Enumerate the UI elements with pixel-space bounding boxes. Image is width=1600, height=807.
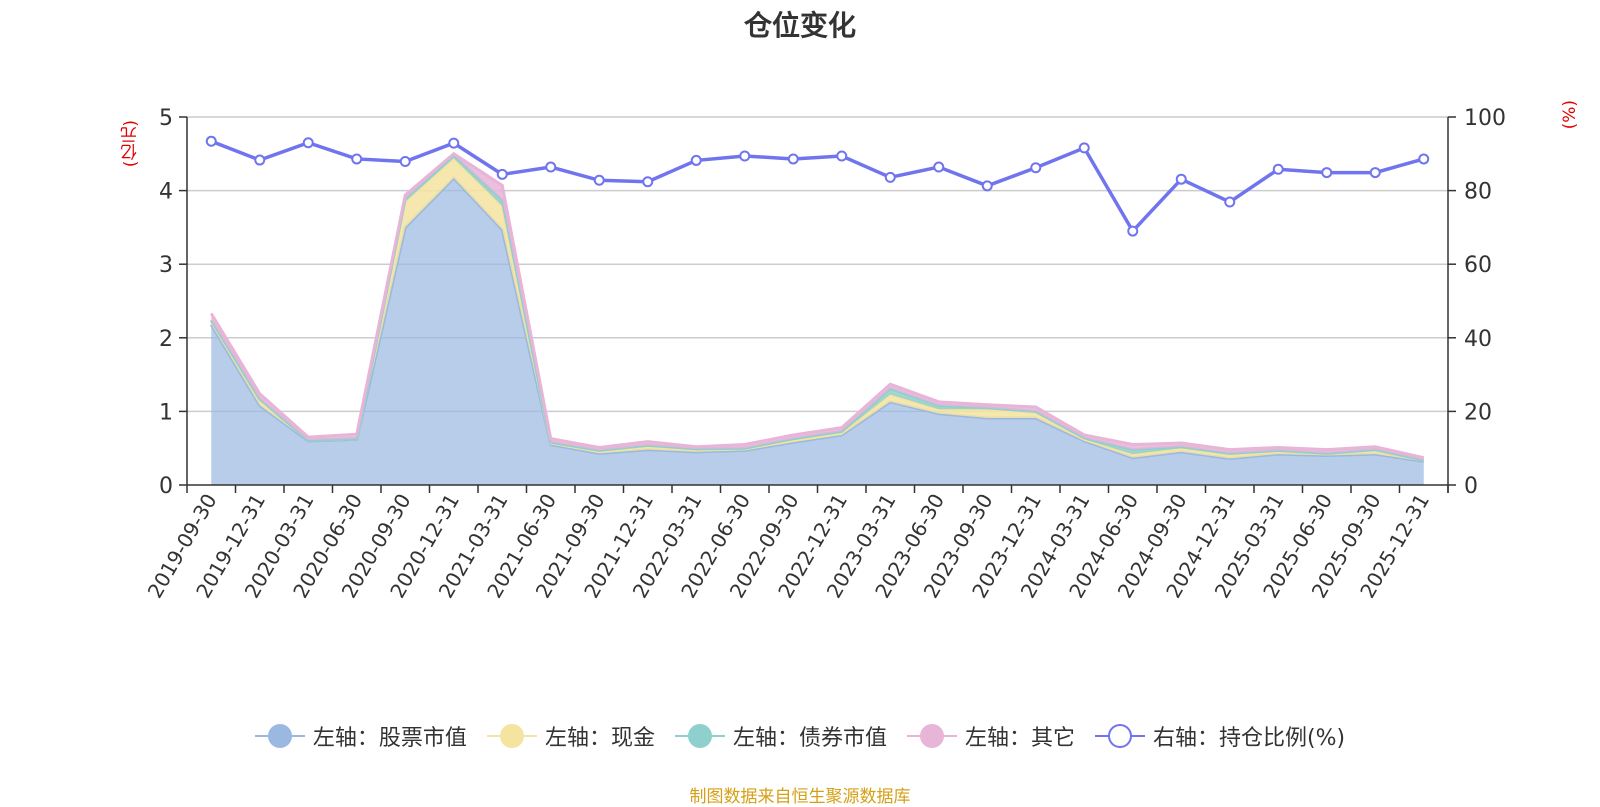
legend: 左轴：股票市值 左轴：现金 左轴：债券市值 左轴：其它 右轴：持仓比例(%) [0, 720, 1600, 752]
ratio-point [1127, 225, 1139, 237]
right-axis-tick-label: 60 [1464, 253, 1492, 278]
ratio-point [642, 176, 654, 188]
ratio-point [690, 154, 702, 166]
legend-item-position-ratio[interactable]: 右轴：持仓比例(%) [1094, 720, 1346, 752]
ratio-point [1224, 196, 1236, 208]
left-axis-tick-label: 3 [159, 253, 173, 278]
legend-label: 左轴：其它 [964, 726, 1075, 751]
ratio-point [1418, 153, 1430, 165]
ratio-point [496, 168, 508, 180]
ratio-point [593, 174, 605, 186]
area-line-series-3 [209, 151, 1425, 460]
left-axis-tick-label: 2 [159, 327, 173, 352]
chart-title: 仓位变化 [743, 9, 856, 42]
legend-symbol-icon [906, 723, 957, 749]
legend-item-bond[interactable]: 左轴：债券市值 [674, 720, 887, 752]
ratio-point [1272, 163, 1284, 175]
ratio-line [210, 139, 1425, 234]
legend-symbol-icon [254, 723, 305, 749]
ratio-point [448, 137, 460, 149]
chart-canvas: 0123450204060801002019-09-302019-12-3120… [143, 106, 1506, 602]
ratio-point [1175, 173, 1187, 185]
left-axis-tick-label: 4 [159, 180, 173, 205]
right-axis-tick-label: 100 [1464, 106, 1506, 131]
ratio-point [933, 161, 945, 173]
right-axis-tick-label: 80 [1464, 180, 1492, 205]
legend-symbol-icon [1094, 723, 1145, 749]
ratio-point [254, 154, 266, 166]
ratio-point [1030, 162, 1042, 174]
legend-item-stock[interactable]: 左轴：股票市值 [254, 720, 467, 752]
legend-symbol-icon [486, 723, 537, 749]
legend-symbol-icon [674, 723, 725, 749]
legend-label: 左轴：现金 [544, 726, 655, 751]
legend-label: 左轴：股票市值 [312, 726, 467, 751]
area-series-0 [211, 178, 1424, 485]
left-axis-tick-label: 5 [159, 106, 173, 131]
ratio-point [302, 137, 314, 149]
legend-label: 左轴：债券市值 [732, 726, 887, 751]
right-axis-tick-label: 40 [1464, 327, 1492, 352]
ratio-point [836, 150, 848, 162]
data-source-note: 制图数据来自恒生聚源数据库 [689, 787, 911, 807]
ratio-point [351, 153, 363, 165]
ratio-point [399, 156, 411, 168]
right-axis-tick-label: 20 [1464, 400, 1492, 425]
legend-label: 右轴：持仓比例(%) [1152, 726, 1346, 751]
left-axis-tick-label: 0 [159, 474, 173, 499]
left-axis-tick-label: 1 [159, 400, 173, 425]
ratio-point [884, 171, 896, 183]
ratio-point [1369, 167, 1381, 179]
ratio-point [739, 150, 751, 162]
ratio-point [545, 161, 557, 173]
ratio-point [1078, 142, 1090, 154]
right-axis-tick-label: 0 [1464, 474, 1478, 499]
legend-item-cash[interactable]: 左轴：现金 [486, 720, 655, 752]
legend-item-other[interactable]: 左轴：其它 [906, 720, 1075, 752]
ratio-point [1321, 167, 1333, 179]
ratio-point [787, 153, 799, 165]
ratio-point [981, 180, 993, 192]
ratio-point [205, 135, 217, 147]
